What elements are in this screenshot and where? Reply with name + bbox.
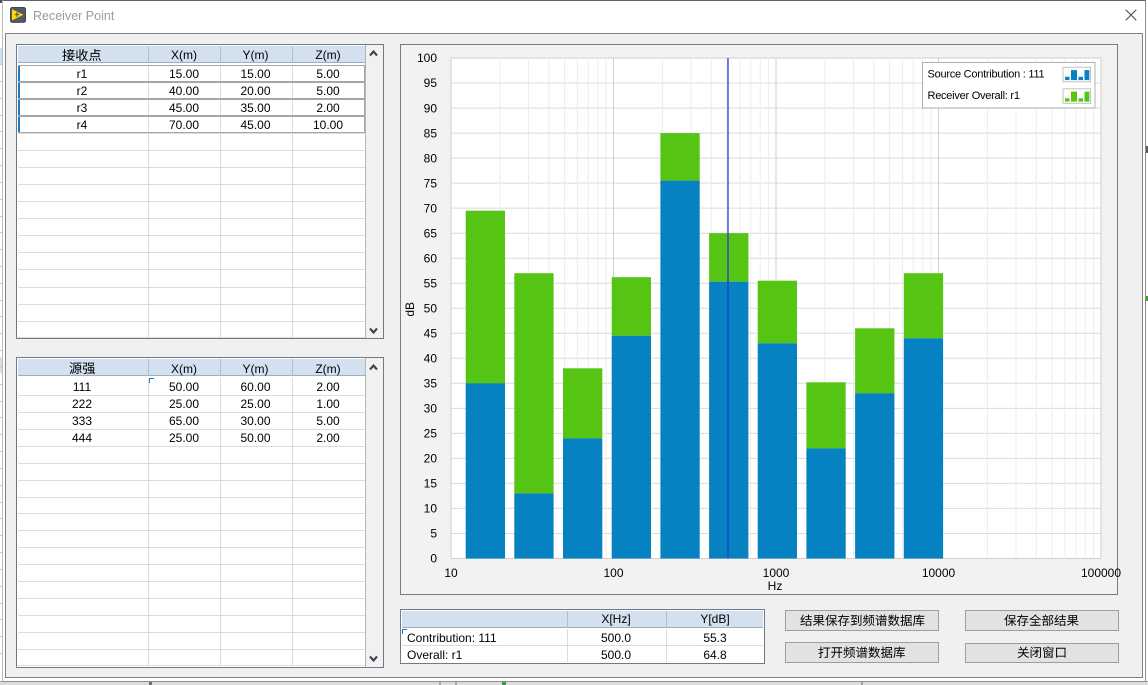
svg-text:Source Contribution : 111: Source Contribution : 111 bbox=[928, 69, 1045, 81]
svg-text:45: 45 bbox=[424, 327, 438, 341]
svg-text:90: 90 bbox=[424, 101, 438, 115]
svg-text:80: 80 bbox=[424, 151, 438, 165]
svg-text:65: 65 bbox=[424, 226, 438, 240]
svg-text:10000: 10000 bbox=[922, 566, 956, 580]
svg-text:40: 40 bbox=[424, 352, 438, 366]
svg-text:dB: dB bbox=[403, 302, 417, 317]
svg-text:25: 25 bbox=[424, 427, 438, 441]
svg-text:100: 100 bbox=[603, 566, 623, 580]
svg-text:35: 35 bbox=[424, 377, 438, 391]
svg-text:30: 30 bbox=[424, 402, 438, 416]
svg-text:55: 55 bbox=[424, 276, 438, 290]
svg-text:Receiver Overall: r1: Receiver Overall: r1 bbox=[928, 90, 1020, 102]
svg-text:10: 10 bbox=[424, 502, 438, 516]
svg-text:50: 50 bbox=[424, 301, 438, 315]
svg-text:100000: 100000 bbox=[1081, 566, 1121, 580]
svg-text:10: 10 bbox=[444, 566, 458, 580]
svg-text:Hz: Hz bbox=[768, 579, 783, 593]
svg-text:100: 100 bbox=[417, 51, 437, 65]
svg-text:1000: 1000 bbox=[763, 566, 790, 580]
svg-text:20: 20 bbox=[424, 452, 438, 466]
svg-text:5: 5 bbox=[430, 527, 437, 541]
svg-text:15: 15 bbox=[424, 477, 438, 491]
svg-text:70: 70 bbox=[424, 201, 438, 215]
svg-text:0: 0 bbox=[430, 552, 437, 566]
svg-text:85: 85 bbox=[424, 126, 438, 140]
svg-text:95: 95 bbox=[424, 76, 438, 90]
svg-text:75: 75 bbox=[424, 176, 438, 190]
svg-text:60: 60 bbox=[424, 251, 438, 265]
